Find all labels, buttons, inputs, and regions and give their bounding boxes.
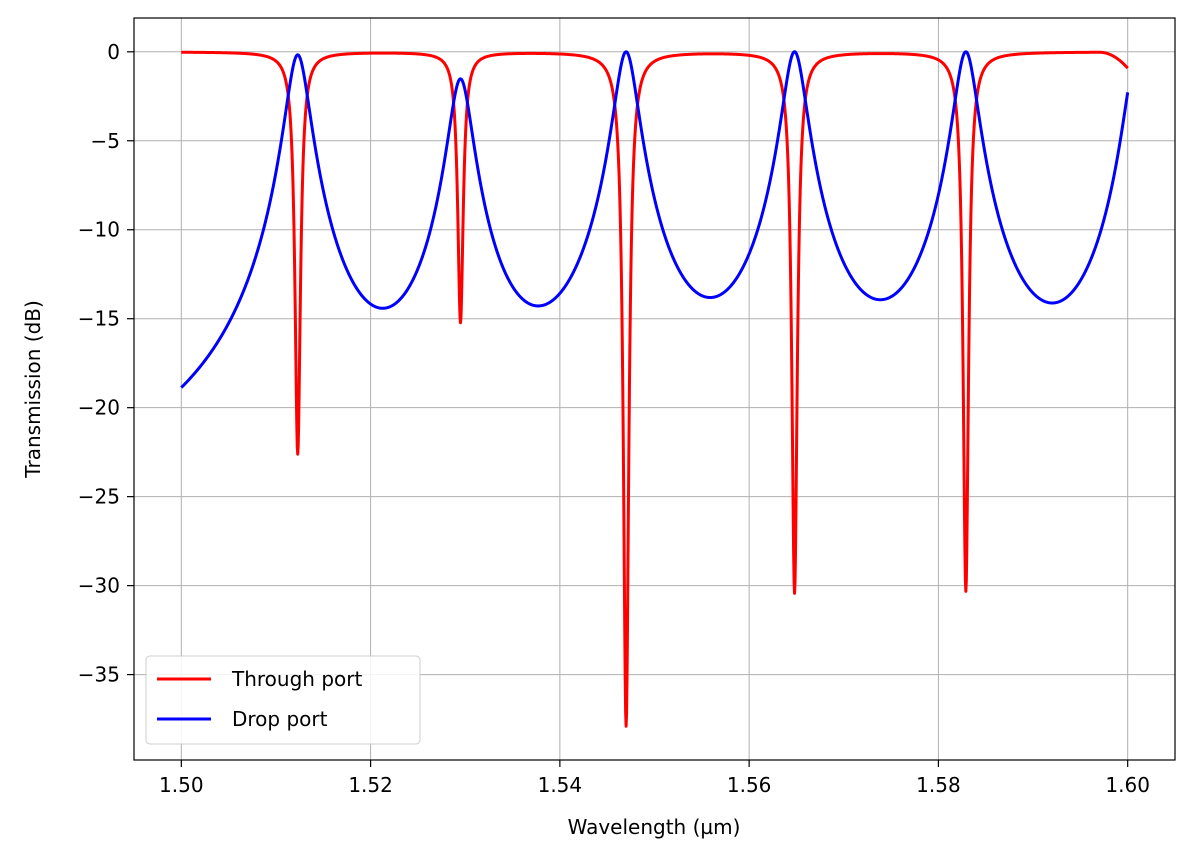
y-tick-label: −25 (78, 485, 120, 509)
y-axis-ticks: 0 −5 −10 −15 −20 −25 −30 −35 (78, 40, 134, 687)
grid (134, 18, 1175, 760)
y-tick-label: −15 (78, 307, 120, 331)
drop-port-line (180, 50, 1130, 389)
through-port-line (180, 50, 1129, 728)
x-tick-label: 1.54 (538, 773, 583, 797)
x-tick-label: 1.58 (916, 773, 961, 797)
legend-label-drop-port: Drop port (232, 707, 328, 731)
legend-box (145, 655, 421, 745)
x-tick-label: 1.56 (727, 773, 772, 797)
y-tick-label: −5 (91, 129, 120, 153)
y-tick-label: −10 (78, 218, 120, 242)
y-tick-label: −35 (78, 663, 120, 687)
x-tick-label: 1.50 (159, 773, 204, 797)
y-tick-label: −30 (78, 574, 120, 598)
y-tick-label: −20 (78, 396, 120, 420)
legend: Through port Drop port (145, 655, 421, 745)
plot-frame (133, 17, 1176, 761)
legend-label-through-port: Through port (231, 667, 362, 691)
x-axis-ticks: 1.50 1.52 1.54 1.56 1.58 1.60 (159, 760, 1150, 797)
x-axis-label: Wavelength (µm) (568, 815, 741, 839)
x-tick-label: 1.52 (348, 773, 393, 797)
x-tick-label: 1.60 (1105, 773, 1150, 797)
y-tick-label: 0 (107, 40, 120, 64)
plot-area (180, 50, 1130, 728)
y-axis-label: Transmission (dB) (21, 300, 45, 479)
